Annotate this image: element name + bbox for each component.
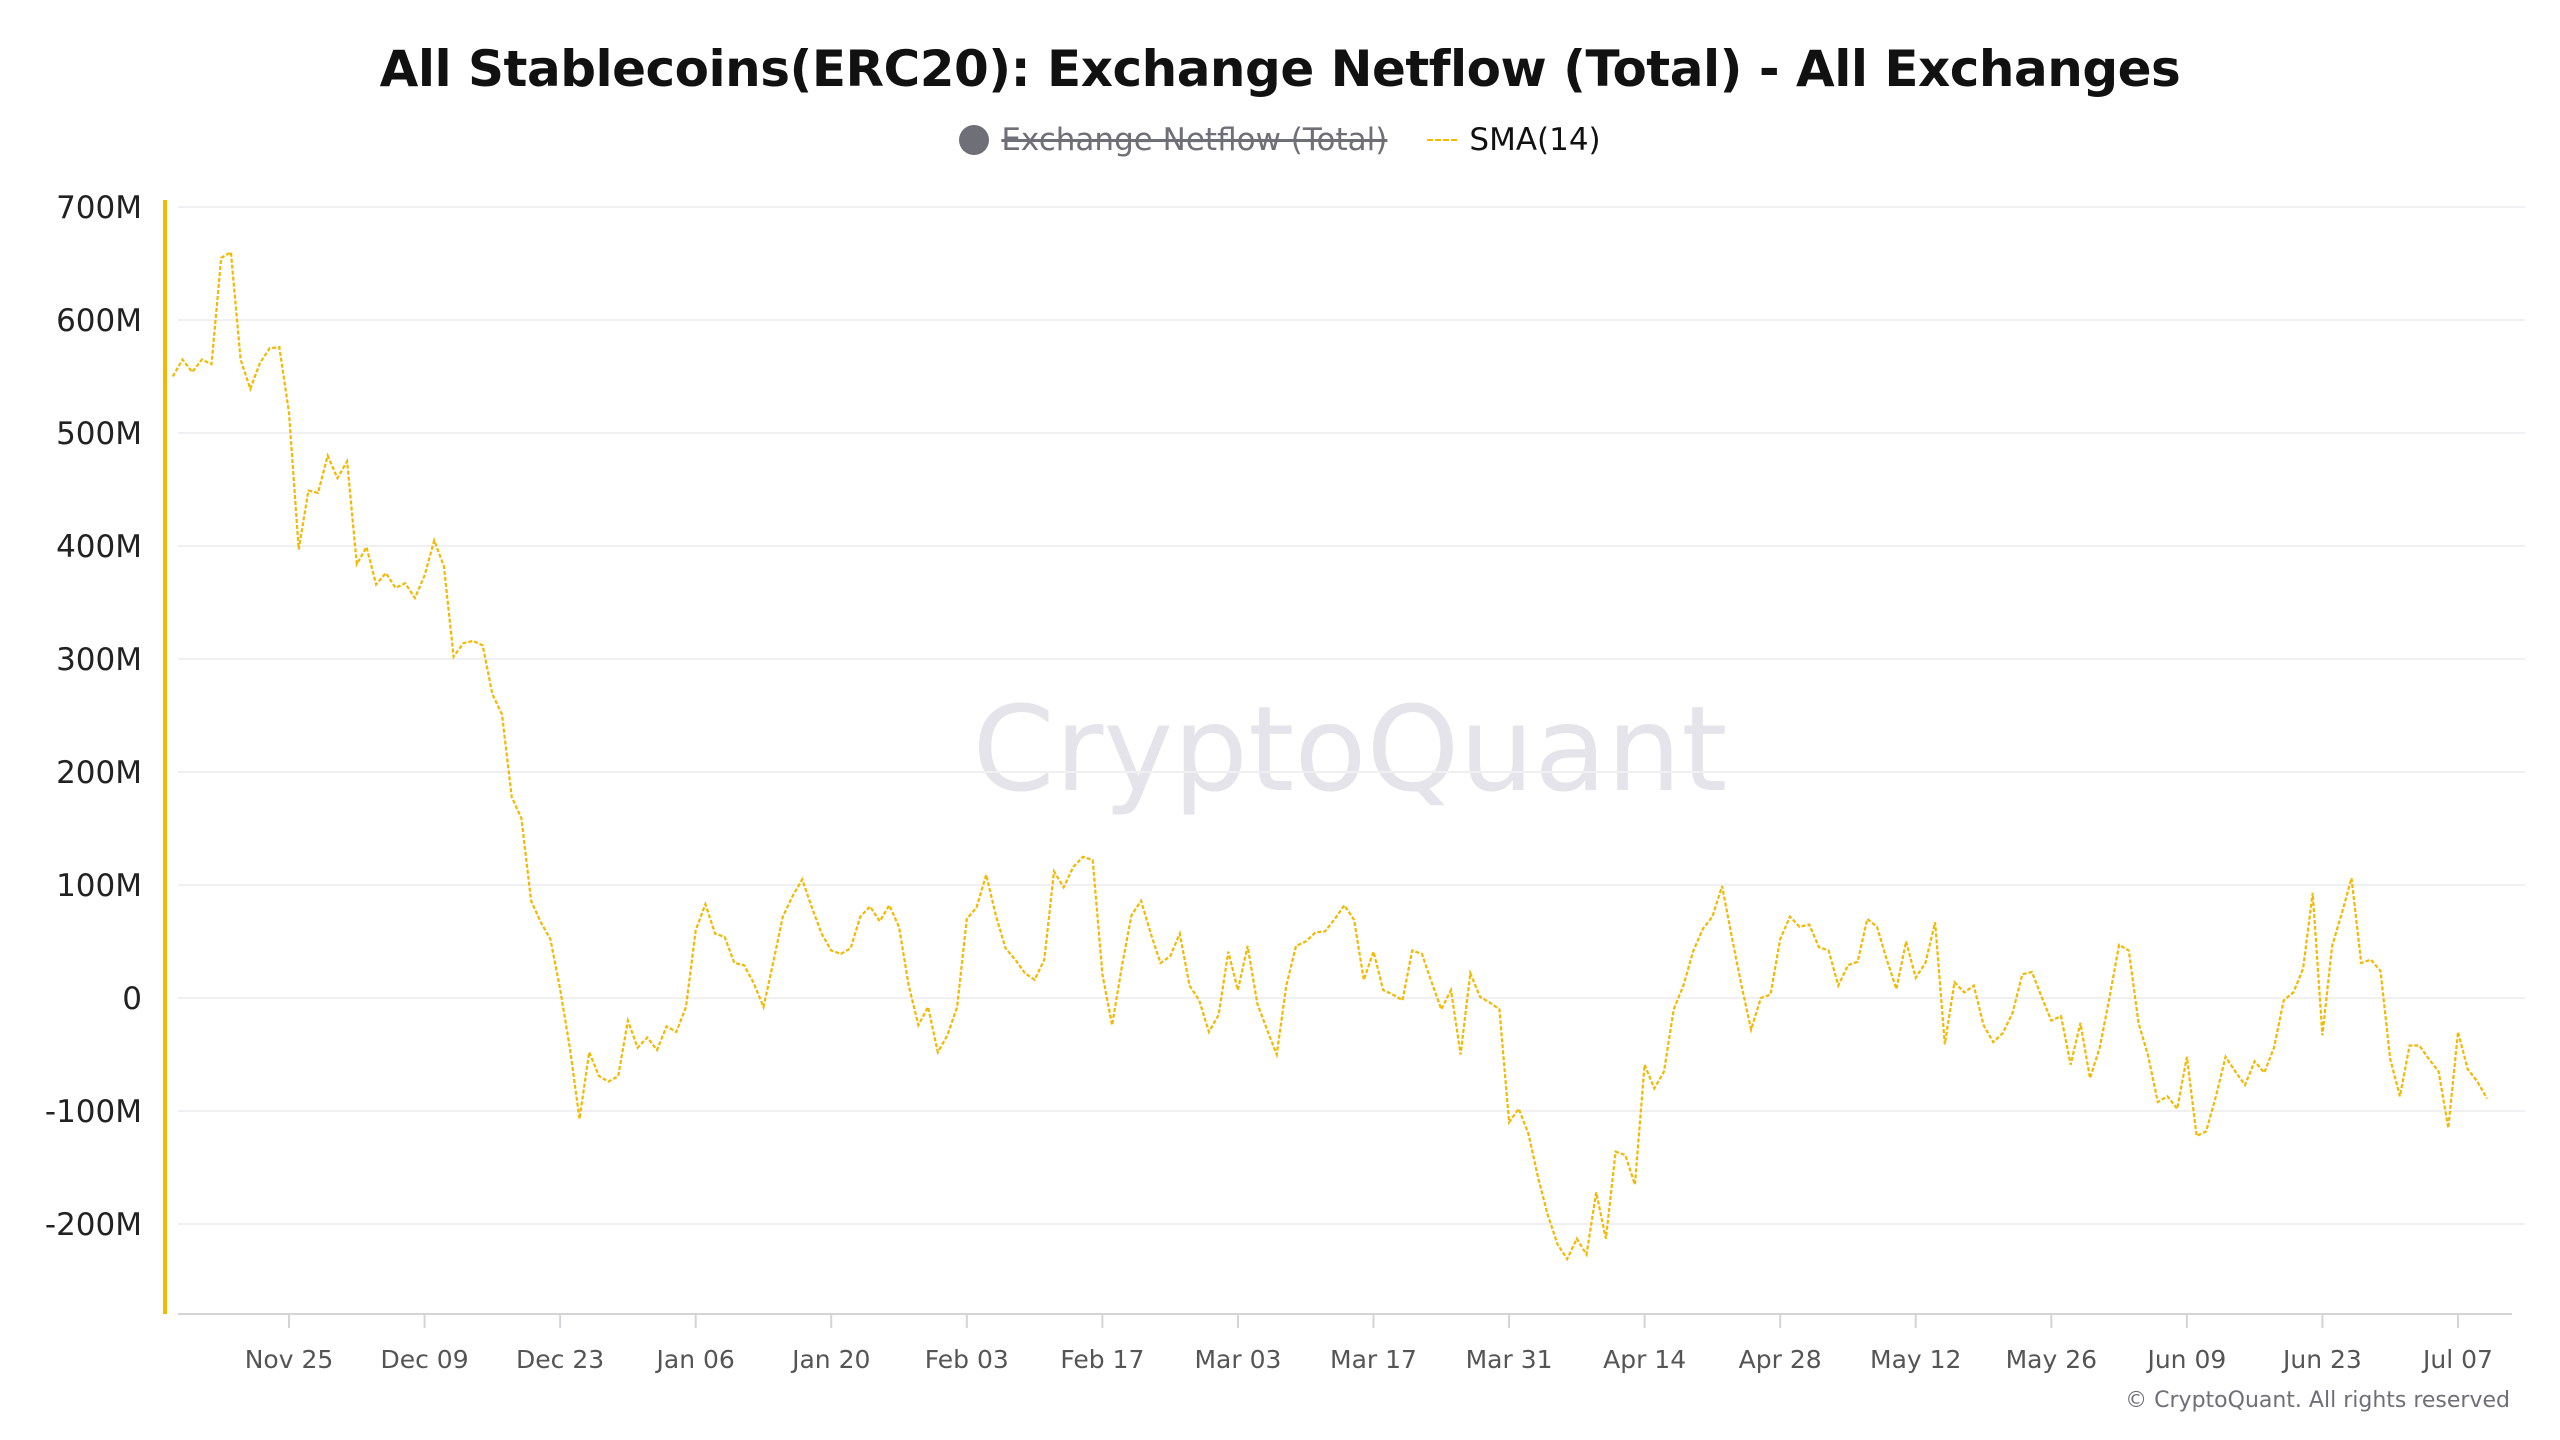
y-tick-label: 500M <box>56 416 142 452</box>
gridlines <box>178 206 2525 1225</box>
x-tick-label: Mar 17 <box>1330 1345 1417 1374</box>
x-tick-label: Nov 25 <box>245 1345 334 1374</box>
y-axis-ticks: 700M 600M 500M 400M 300M 200M 100M 0 -100M -200M <box>45 190 142 1243</box>
legend: Exchange Netflow (Total) SMA(14) <box>0 122 2560 158</box>
x-tick-label: May 12 <box>1870 1345 1961 1374</box>
legend-item-sma[interactable]: SMA(14) <box>1403 122 1601 158</box>
x-tick-label: Mar 03 <box>1194 1345 1281 1374</box>
watermark-logo: CryptoQuant <box>972 680 1727 818</box>
legend-label: SMA(14) <box>1469 122 1601 158</box>
y-tick-label: 400M <box>56 529 142 565</box>
legend-item-exchange-netflow[interactable]: Exchange Netflow (Total) <box>959 122 1387 158</box>
x-tick-label: May 26 <box>2006 1345 2097 1374</box>
x-tick-label: Apr 14 <box>1603 1345 1686 1374</box>
y-tick-label: -100M <box>45 1094 142 1130</box>
x-tick-label: Feb 17 <box>1060 1345 1144 1374</box>
x-tick-label: Mar 31 <box>1466 1345 1553 1374</box>
x-tick-label: Dec 23 <box>516 1345 604 1374</box>
y-tick-label: 200M <box>56 755 142 791</box>
x-tick-label: Jun 09 <box>2145 1345 2226 1374</box>
y-tick-label: -200M <box>45 1207 142 1243</box>
sma-14-line <box>171 250 2488 1262</box>
x-tick-label: Jul 07 <box>2421 1345 2493 1374</box>
y-tick-label: 0 <box>122 981 142 1017</box>
x-tick-label: Feb 03 <box>925 1345 1009 1374</box>
copyright-footer: © CryptoQuant. All rights reserved <box>2125 1388 2510 1413</box>
x-axis-ticks: Nov 25 Dec 09 Dec 23 Jan 06 Jan 20 Feb 03 Feb … <box>245 1314 2493 1374</box>
y-tick-label: 700M <box>56 190 142 226</box>
legend-dot-icon <box>959 125 990 155</box>
y-tick-label: 100M <box>56 868 142 904</box>
x-tick-label: Jan 20 <box>790 1345 870 1374</box>
x-tick-label: Jan 06 <box>655 1345 735 1374</box>
x-tick-label: Jun 23 <box>2281 1345 2362 1374</box>
y-tick-label: 300M <box>56 642 142 678</box>
legend-label: Exchange Netflow (Total) <box>1001 122 1388 158</box>
x-tick-label: Dec 09 <box>380 1345 468 1374</box>
y-tick-label: 600M <box>56 303 142 339</box>
x-tick-label: Apr 28 <box>1739 1345 1822 1374</box>
legend-dashed-line-icon <box>1427 139 1458 141</box>
chart-title: All Stablecoins(ERC20): Exchange Netflow… <box>379 40 2181 98</box>
